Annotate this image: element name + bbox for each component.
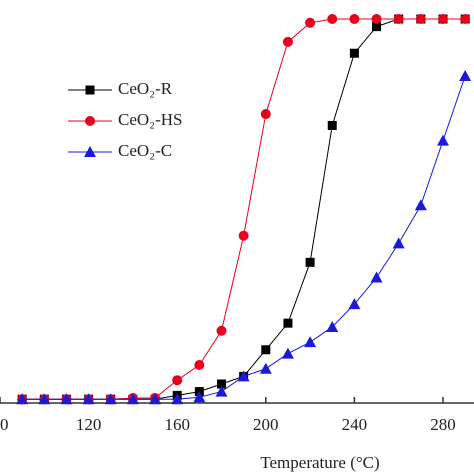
x-axis-title: Temperature (°C) bbox=[260, 453, 379, 472]
marker bbox=[260, 109, 271, 120]
marker bbox=[193, 391, 206, 403]
series-line bbox=[22, 18, 466, 400]
marker bbox=[415, 14, 426, 25]
legend-marker bbox=[85, 85, 95, 95]
marker bbox=[60, 393, 73, 405]
marker bbox=[16, 393, 29, 405]
marker bbox=[327, 120, 337, 130]
marker bbox=[237, 370, 250, 382]
marker bbox=[371, 14, 382, 25]
x-tick-label: 80 bbox=[0, 415, 9, 434]
marker bbox=[304, 336, 317, 348]
marker bbox=[283, 318, 293, 328]
marker bbox=[436, 134, 449, 146]
marker bbox=[305, 17, 316, 28]
marker bbox=[348, 298, 361, 310]
marker bbox=[327, 14, 338, 25]
x-tick-label: 160 bbox=[164, 415, 190, 434]
marker bbox=[414, 199, 427, 211]
marker bbox=[282, 36, 293, 47]
x-tick-label: 240 bbox=[342, 415, 368, 434]
marker bbox=[393, 14, 404, 25]
marker bbox=[460, 14, 471, 25]
marker bbox=[349, 14, 360, 25]
marker bbox=[149, 393, 162, 405]
marker bbox=[216, 325, 227, 336]
series-line bbox=[22, 18, 466, 400]
legend-marker bbox=[84, 146, 96, 157]
legend-label: CeO₂-C bbox=[118, 141, 172, 160]
marker bbox=[459, 70, 472, 82]
marker bbox=[261, 345, 271, 355]
marker bbox=[281, 347, 294, 359]
marker bbox=[215, 385, 228, 397]
legend-marker bbox=[85, 116, 95, 126]
marker bbox=[82, 393, 95, 405]
marker bbox=[392, 237, 405, 249]
legend-label: CeO₂-R bbox=[118, 79, 173, 98]
marker bbox=[437, 14, 448, 25]
marker bbox=[38, 393, 51, 405]
x-tick-label: 280 bbox=[430, 415, 456, 434]
marker bbox=[349, 48, 359, 58]
marker bbox=[370, 271, 383, 283]
x-tick-label: 200 bbox=[253, 415, 279, 434]
marker bbox=[238, 230, 249, 241]
marker bbox=[171, 393, 184, 405]
marker bbox=[172, 375, 183, 386]
marker bbox=[104, 393, 117, 405]
marker bbox=[259, 362, 272, 374]
marker bbox=[216, 379, 226, 389]
marker bbox=[305, 257, 315, 267]
marker bbox=[126, 393, 139, 405]
x-tick-label: 120 bbox=[76, 415, 102, 434]
marker bbox=[372, 22, 382, 32]
marker bbox=[326, 320, 339, 332]
legend-label: CeO₂-HS bbox=[118, 110, 182, 129]
marker bbox=[194, 359, 205, 370]
